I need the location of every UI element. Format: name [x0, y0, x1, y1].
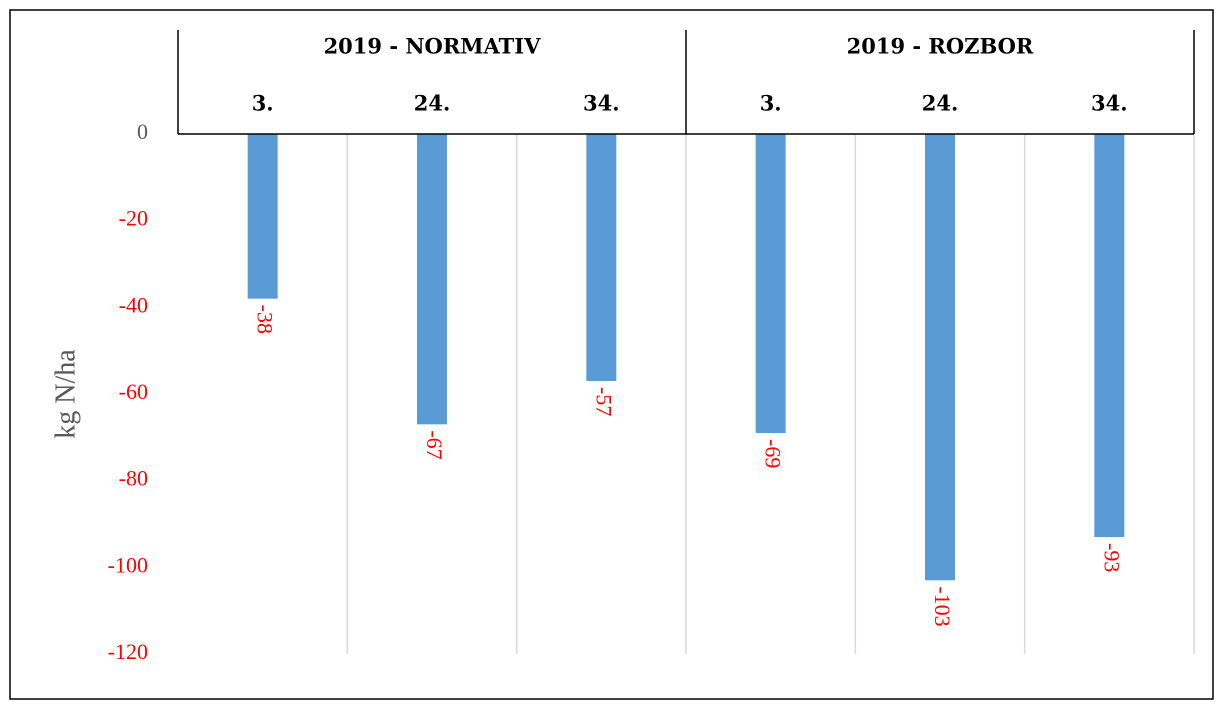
x-tick-label: 24.: [922, 91, 959, 116]
x-tick-label: 3.: [760, 91, 782, 116]
data-label: -103: [930, 586, 955, 626]
y-tick-label: -40: [119, 292, 148, 317]
bar: [925, 134, 955, 581]
y-tick-label: -80: [119, 466, 148, 491]
data-label: -69: [761, 439, 786, 468]
data-label: -93: [1099, 543, 1124, 572]
y-tick-label: -120: [108, 639, 148, 664]
x-tick-label: 34.: [583, 91, 620, 116]
x-tick-label: 3.: [252, 91, 274, 116]
bar: [417, 134, 447, 425]
data-label: -57: [591, 387, 616, 416]
data-label: -67: [422, 430, 447, 459]
y-tick-label: 0: [137, 119, 148, 144]
bar: [586, 134, 617, 381]
y-axis-label: kg N/ha: [50, 349, 81, 439]
y-tick-label: -60: [119, 379, 148, 404]
y-tick-label: -100: [108, 552, 148, 577]
bar: [1094, 134, 1125, 537]
group-label: 2019 - NORMATIV: [324, 34, 542, 59]
bar: [755, 134, 786, 433]
x-tick-label: 24.: [414, 91, 451, 116]
y-tick-label: -20: [119, 206, 148, 231]
group-label: 2019 - ROZBOR: [847, 34, 1034, 59]
data-label: -38: [253, 305, 278, 334]
x-tick-label: 34.: [1091, 91, 1128, 116]
bar: [247, 134, 278, 299]
